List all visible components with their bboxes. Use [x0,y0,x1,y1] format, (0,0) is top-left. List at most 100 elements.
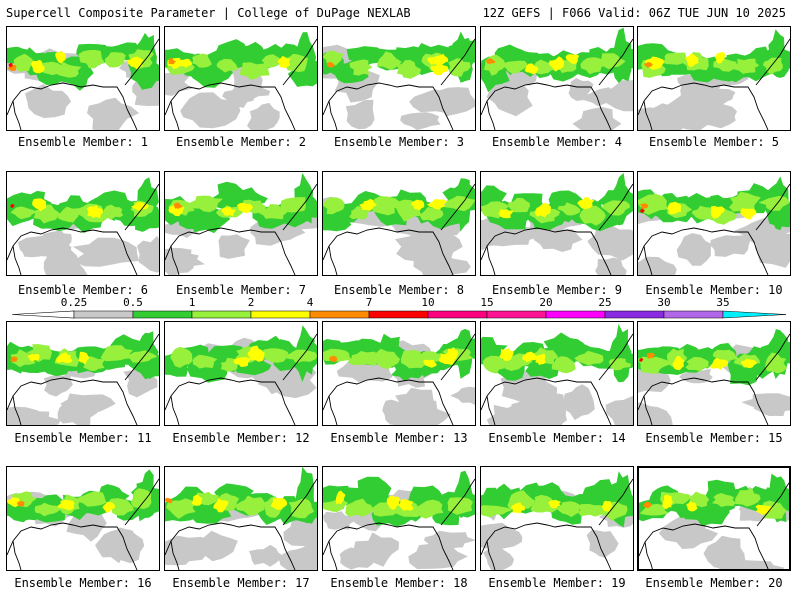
scp-contour-0.25 [165,72,193,96]
coastline [440,38,475,86]
scp-contours [638,329,790,425]
colorbar-swatch [368,310,429,319]
scp-contour-2 [213,498,229,513]
scp-contour-2 [577,197,595,210]
scp-contour-2 [740,358,757,369]
coastline [12,100,22,130]
scp-contour-1 [259,348,289,363]
scp-contour-2 [57,500,75,511]
colorbar-tick-label: 4 [307,296,314,309]
coastline [643,245,653,275]
scp-contour-0.25 [8,411,62,425]
scp-contour-4 [486,57,496,64]
coastline [170,100,180,130]
coastline [644,541,653,569]
scp-contour-0.25 [165,546,191,566]
coastline [440,183,475,231]
ensemble-map-panel [637,466,791,571]
scp-contours [481,471,633,570]
coastline [638,82,769,130]
coastline [165,522,296,570]
scp-contour-2 [191,494,203,506]
coastline [12,540,22,570]
scp-field-map [323,470,475,570]
scp-field-map [481,471,633,570]
scp-contour-1 [192,53,212,68]
scp-field-map [481,27,633,130]
scp-contour-0.25 [595,257,627,275]
scp-contour-1 [235,495,265,516]
scp-contour-0.25 [400,112,441,130]
scp-contours [481,323,633,425]
scp-contour-1 [258,204,288,220]
ensemble-map-panel [6,171,160,276]
scp-contour-0.25 [481,522,523,549]
scp-contour-0.25 [345,99,375,130]
scp-contour-1 [100,345,135,362]
scp-contour-1 [729,191,761,214]
scp-contour-1 [448,58,471,77]
ensemble-member-label: Ensemble Member: 11 [14,431,152,445]
scp-contour-2 [510,502,525,514]
coastline [481,377,612,425]
coastline [328,395,338,425]
scp-contour-0.25 [353,532,399,567]
scp-contour-0.25 [572,107,622,130]
ensemble-member-label: Ensemble Member: 13 [330,431,468,445]
colorbar-tick-label: 15 [480,296,493,309]
scp-contour-1 [530,494,559,513]
ensemble-member-label: Ensemble Member: 20 [645,576,783,590]
scp-contour-2 [398,499,414,511]
scp-contour-2 [7,497,21,508]
scp-contour-7 [639,357,644,362]
scp-contour-1 [323,197,345,215]
ensemble-member-label: Ensemble Member: 15 [645,431,783,445]
scp-contours [638,176,790,275]
scp-contour-0.25 [394,232,463,263]
colorbar-tick-label: 7 [366,296,373,309]
scp-contours [481,27,633,130]
scp-contour-2 [548,499,561,509]
scp-contour-2 [662,494,673,510]
scp-contour-7 [640,208,645,213]
coastline [7,82,138,130]
scp-field-map [165,172,317,275]
scp-contour-1 [414,499,444,519]
coastline [598,333,633,381]
scp-contours [323,470,475,570]
scp-field-map [481,323,633,425]
scp-contour-1 [78,49,105,69]
scp-contour-1 [170,346,193,368]
scp-contour-1 [368,196,401,216]
scp-contour-2 [178,58,193,68]
coastline [323,227,454,275]
scp-contour-2 [237,202,254,214]
scp-contour-0.25 [450,386,475,406]
colorbar-tick-label: 1 [189,296,196,309]
scp-contour-7 [10,204,15,209]
coastline [170,245,180,275]
scp-contour-2 [55,352,73,363]
scp-contour-0.25 [247,102,280,130]
scp-contour-1 [34,502,62,517]
scp-contours [639,473,789,569]
ensemble-member-label: Ensemble Member: 7 [175,283,307,297]
scp-field-map [323,178,475,275]
scp-contour-2 [710,205,725,219]
ensemble-map-panel [480,466,634,571]
scp-contours [481,172,633,275]
scp-contour-2 [684,53,699,68]
scp-contour-1 [376,51,402,71]
scp-field-map [165,467,317,570]
scp-contour-2 [32,198,46,212]
scp-contour-1 [27,344,52,363]
ensemble-map-panel [164,26,318,131]
scp-contour-1 [104,52,126,68]
scp-contour-4 [16,501,25,507]
scp-contour-1 [165,498,197,519]
scp-contour-1 [10,206,37,220]
scp-contour-0.25 [323,511,356,530]
scp-contour-2 [126,56,144,70]
ensemble-member-label: Ensemble Member: 5 [648,135,780,149]
ensemble-map-panel [637,321,791,426]
